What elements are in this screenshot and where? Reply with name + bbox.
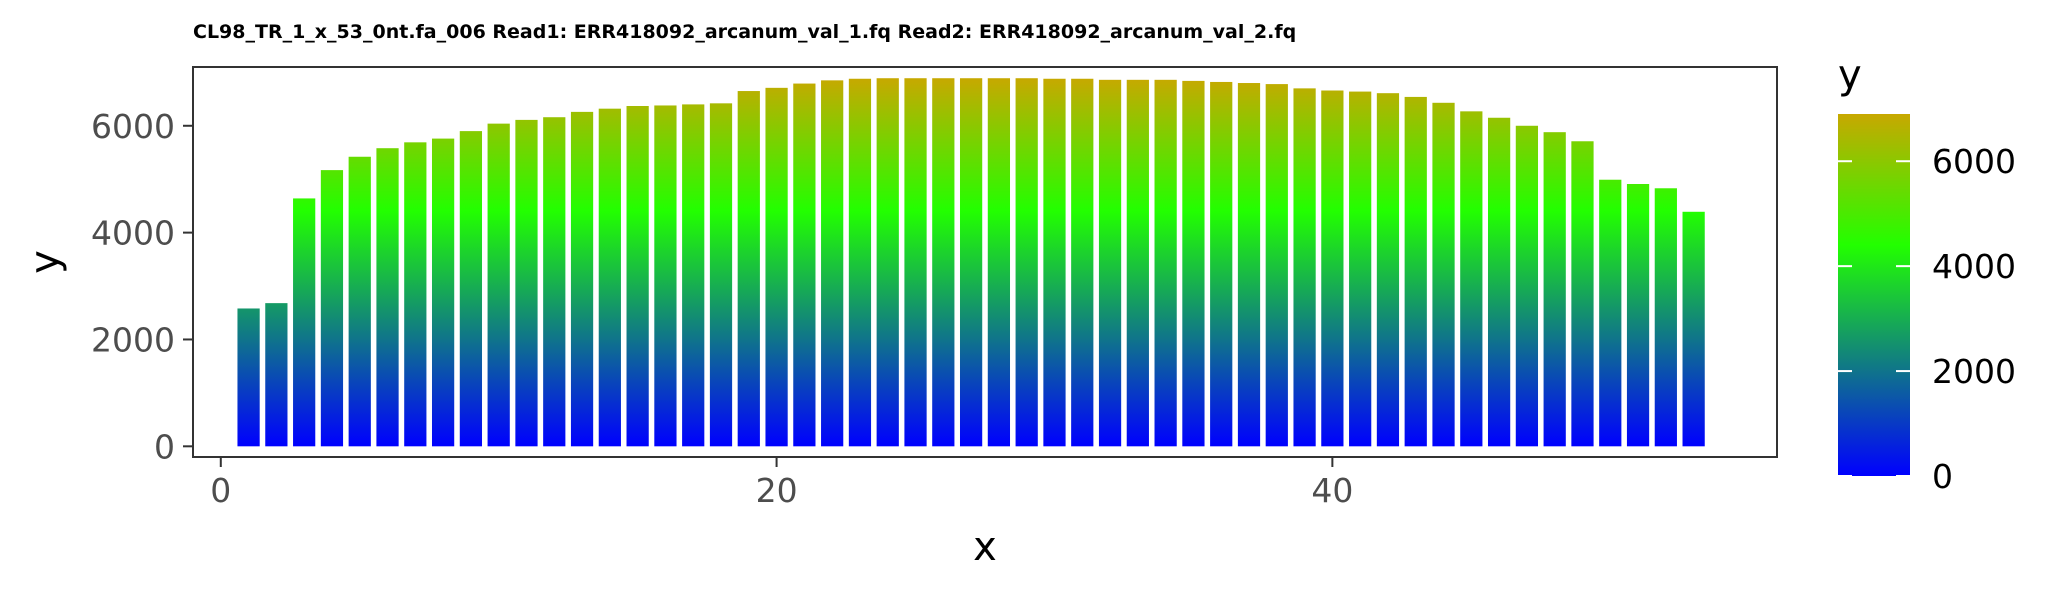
bar-24 <box>876 78 899 447</box>
bar-4 <box>320 170 344 447</box>
legend-tick-label: 4000 <box>1932 247 2016 286</box>
bar-20 <box>765 87 788 447</box>
bar-44 <box>1432 102 1455 447</box>
bar-5 <box>348 156 371 447</box>
legend-tick-label: 6000 <box>1932 142 2016 181</box>
bar-33 <box>1126 79 1149 447</box>
bar-40 <box>1321 90 1344 447</box>
x-tick-label: 20 <box>756 471 798 510</box>
bar-41 <box>1349 91 1372 447</box>
bar-47 <box>1515 125 1539 447</box>
bar-51 <box>1626 184 1650 447</box>
bar-28 <box>987 78 1011 447</box>
bar-25 <box>904 78 927 447</box>
bar-43 <box>1404 96 1427 447</box>
bar-8 <box>431 138 455 447</box>
bar-42 <box>1376 93 1400 447</box>
y-tick-label: 4000 <box>91 214 175 253</box>
bar-11 <box>515 119 538 447</box>
bar-37 <box>1237 83 1261 447</box>
legend-title: y <box>1838 52 1862 98</box>
bar-7 <box>404 142 427 447</box>
bar-19 <box>737 91 760 447</box>
y-axis-title: y <box>22 250 68 274</box>
x-tick-label: 0 <box>210 471 231 510</box>
bar-6 <box>376 148 399 447</box>
bar-23 <box>848 78 872 447</box>
legend-ticks: 0 2000 4000 6000 <box>1838 142 2016 496</box>
y-tick-label: 6000 <box>91 107 175 146</box>
chart-title: CL98_TR_1_x_53_0nt.fa_006 Read1: ERR4180… <box>193 21 1296 43</box>
bars-layer <box>237 78 1705 447</box>
bar-13 <box>570 111 594 447</box>
bar-39 <box>1293 88 1316 447</box>
legend-tick-label: 0 <box>1932 457 1953 496</box>
y-tick-label: 0 <box>154 427 175 466</box>
legend-colorbar <box>1838 114 1910 476</box>
bar-34 <box>1154 79 1177 447</box>
bar-17 <box>682 104 705 447</box>
bar-29 <box>1015 78 1038 447</box>
bar-26 <box>932 78 955 447</box>
bar-21 <box>793 83 816 447</box>
x-axis-title: x <box>973 524 997 570</box>
bar-2 <box>265 303 288 447</box>
y-axis: 0 2000 4000 6000 <box>91 107 193 466</box>
bar-31 <box>1071 78 1094 447</box>
legend-tick-label: 2000 <box>1932 352 2016 391</box>
bar-48 <box>1543 132 1566 447</box>
bar-15 <box>626 106 649 447</box>
bar-3 <box>293 198 316 447</box>
bar-32 <box>1098 79 1122 447</box>
bar-45 <box>1460 111 1483 447</box>
bar-12 <box>543 117 566 447</box>
bar-53 <box>1682 211 1705 447</box>
plot-panel-border <box>192 66 1778 458</box>
bar-10 <box>487 123 510 447</box>
x-tick-label: 40 <box>1311 471 1353 510</box>
bar-22 <box>821 80 844 447</box>
fill-legend: y 0 2000 4000 6000 <box>1838 52 2016 496</box>
bar-16 <box>654 105 677 447</box>
bar-18 <box>709 103 733 447</box>
bar-46 <box>1487 117 1511 447</box>
y-tick-label: 2000 <box>91 320 175 359</box>
bar-14 <box>598 108 621 447</box>
bar-35 <box>1182 80 1205 447</box>
bar-49 <box>1571 141 1594 447</box>
bar-38 <box>1265 84 1288 447</box>
bar-30 <box>1043 78 1066 447</box>
bar-9 <box>459 131 483 447</box>
bar-27 <box>959 78 983 447</box>
x-axis: 0 20 40 <box>210 457 1353 510</box>
bar-50 <box>1599 179 1622 447</box>
bar-52 <box>1654 188 1677 447</box>
bar-36 <box>1210 81 1233 447</box>
bar-1 <box>237 308 260 447</box>
